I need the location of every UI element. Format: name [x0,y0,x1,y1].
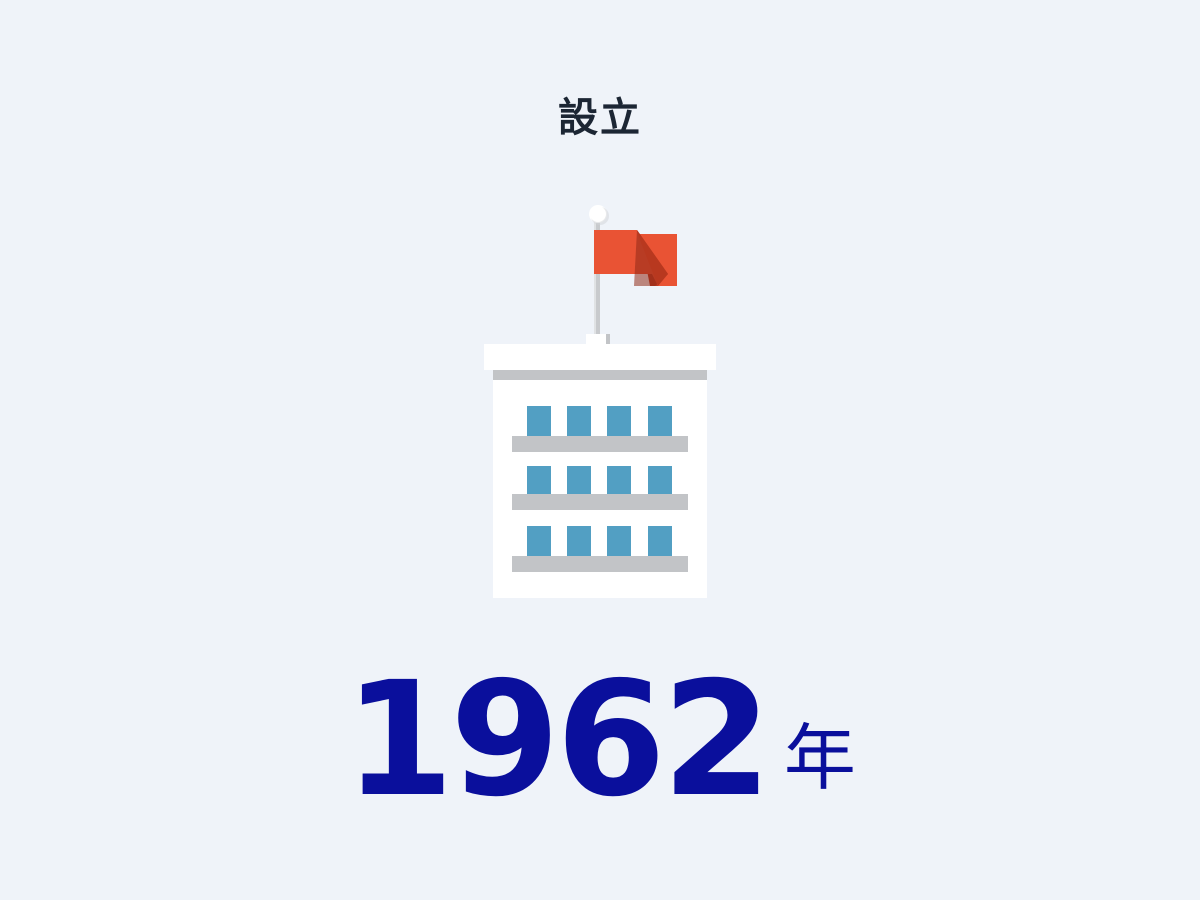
floor-band-3 [512,556,688,572]
window-row-3 [527,526,672,556]
window-row-2 [527,466,672,496]
year-number: 1962 [344,648,772,832]
building-roof [484,344,716,370]
founding-year: 1962 年 [0,660,1200,820]
flag-pole-base [586,334,610,344]
flag-pole [594,214,600,340]
floor-band-1 [512,436,688,452]
heading-title: 設立 [558,95,642,141]
window-row-1 [527,406,672,438]
year-unit: 年 [783,716,856,800]
building-with-flag-icon [480,200,720,600]
building-illustration [484,205,716,598]
flag [594,230,677,286]
floor-band-2 [512,494,688,510]
